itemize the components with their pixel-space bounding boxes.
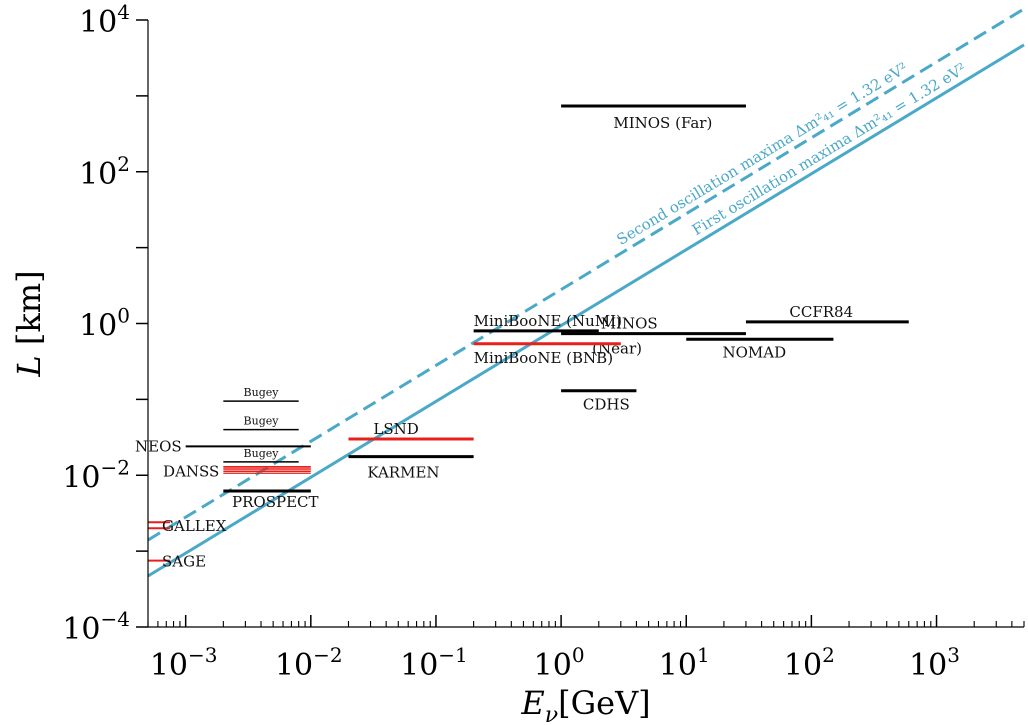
y-tick-label: 102 <box>79 152 130 192</box>
experiment-segments: MINOS (Far)CCFR84NOMADMINOS(Near)MiniBoo… <box>135 104 909 571</box>
experiment-label: MiniBooNE (BNB) <box>474 349 613 367</box>
y-tick-label: 100 <box>79 304 130 344</box>
x-tick-label: 10−3 <box>150 643 218 683</box>
first-oscillation-line <box>147 43 1025 578</box>
experiment-label: MiniBooNE (NuMI) <box>474 312 622 330</box>
x-tick-label: 103 <box>909 643 960 683</box>
y-axis-label: L [km] <box>10 270 48 377</box>
experiment-label: Bugey <box>244 386 280 399</box>
x-tick-label: 100 <box>534 643 585 683</box>
x-tick-label: 10−1 <box>400 643 468 683</box>
x-tick-label: 101 <box>659 643 710 683</box>
second-oscillation-line <box>147 7 1025 542</box>
experiment-label: PROSPECT <box>232 493 318 511</box>
x-tick-label: 10−2 <box>275 643 343 683</box>
axes: 10−3 10−2 10−1 100 101 102 103 10−4 10−2 100 102 10… <box>62 0 1025 683</box>
experiment-label: CCFR84 <box>789 303 853 321</box>
y-tick-label: 10−2 <box>62 455 130 495</box>
experiment-label: GALLEX <box>162 517 227 535</box>
experiment-label: Bugey <box>244 447 280 460</box>
experiment-label: SAGE <box>162 553 206 571</box>
x-tick-label: 102 <box>784 643 835 683</box>
second-oscillation-label: Second oscillation maxima Δm²₄₁ = 1.32 e… <box>614 59 911 249</box>
first-oscillation-label: First oscillation maxima Δm²₄₁ = 1.32 eV… <box>689 59 969 239</box>
experiment-label: Bugey <box>244 415 280 428</box>
experiment-label: CDHS <box>583 396 630 414</box>
y-tick-label: 10−4 <box>62 607 130 647</box>
y-tick-label: 104 <box>79 0 130 40</box>
experiment-label: NOMAD <box>723 343 787 361</box>
experiment-label: KARMEN <box>367 464 439 482</box>
experiment-label: NEOS <box>135 437 182 455</box>
experiment-label: MINOS (Far) <box>613 114 712 132</box>
experiment-label: MINOS <box>601 315 658 333</box>
x-axis-label: Eν[GeV] <box>520 684 650 725</box>
experiment-label: DANSS <box>163 463 219 481</box>
experiment-label: LSND <box>373 420 418 438</box>
